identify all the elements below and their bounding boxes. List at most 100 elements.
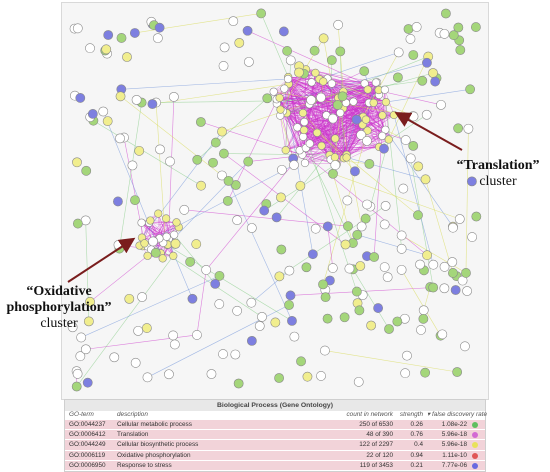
network-node[interactable] [154,22,165,33]
network-node[interactable] [379,262,390,272]
network-node[interactable] [256,8,267,19]
network-node[interactable] [336,108,345,117]
network-node[interactable] [317,141,326,150]
network-node[interactable] [124,293,135,304]
network-node[interactable] [408,140,419,151]
network-node[interactable] [420,367,431,378]
network-node[interactable] [352,229,363,240]
network-node[interactable] [421,109,432,120]
network-node[interactable] [109,352,120,363]
network-node[interactable] [130,357,141,368]
network-node[interactable] [371,78,381,87]
network-node[interactable] [359,66,370,77]
network-node[interactable] [466,176,477,187]
network-node[interactable] [208,157,218,168]
network-node[interactable] [130,195,140,205]
network-node[interactable] [122,52,132,62]
network-node[interactable] [369,98,378,107]
network-node[interactable] [289,160,299,170]
header-description[interactable]: description [117,411,148,418]
network-node[interactable] [87,109,98,119]
network-node[interactable] [82,377,93,388]
network-node[interactable] [116,33,127,43]
network-node[interactable] [232,305,243,316]
network-node[interactable] [168,330,179,341]
network-node[interactable] [302,371,313,382]
network-node[interactable] [300,158,310,168]
network-node[interactable] [299,125,309,135]
color-dot-icon[interactable] [472,452,478,459]
network-node[interactable] [143,251,152,260]
network-node[interactable] [300,117,309,127]
network-node[interactable] [170,230,179,239]
network-node[interactable] [98,106,109,117]
network-node[interactable] [362,135,372,146]
network-node[interactable] [146,216,155,225]
network-node[interactable] [396,243,407,254]
network-node[interactable] [360,213,371,224]
network-node[interactable] [403,24,414,34]
network-node[interactable] [218,349,228,359]
network-node[interactable] [322,313,333,324]
network-node[interactable] [337,91,348,102]
network-node[interactable] [319,77,328,86]
network-node[interactable] [436,99,446,110]
network-node[interactable] [76,332,87,343]
network-node[interactable] [233,378,244,389]
network-node[interactable] [230,349,241,360]
network-node[interactable] [330,153,339,162]
network-node[interactable] [309,45,320,56]
network-node[interactable] [331,134,340,143]
network-node[interactable] [471,211,482,222]
network-node[interactable] [452,367,463,377]
network-node[interactable] [373,303,384,313]
network-node[interactable] [366,320,377,331]
network-node[interactable] [439,28,450,39]
network-node[interactable] [185,256,196,267]
network-node[interactable] [418,313,429,324]
network-node[interactable] [415,259,425,270]
network-node[interactable] [219,42,230,53]
network-node[interactable] [285,55,296,66]
network-node[interactable] [392,316,403,327]
network-node[interactable] [340,239,351,250]
network-node[interactable] [330,160,341,170]
network-node[interactable] [210,278,221,289]
network-node[interactable] [422,250,432,261]
network-node[interactable] [316,92,326,103]
network-node[interactable] [311,68,320,78]
network-node[interactable] [115,91,126,102]
network-node[interactable] [355,261,366,271]
network-node[interactable] [316,371,326,381]
network-node[interactable] [465,84,476,95]
network-node[interactable] [381,97,391,107]
network-node[interactable] [461,268,471,278]
network-node[interactable] [192,154,203,165]
network-node[interactable] [269,87,278,96]
network-node[interactable] [351,286,362,297]
network-node[interactable] [170,238,181,249]
network-node[interactable] [281,146,290,155]
network-node[interactable] [192,330,202,340]
network-node[interactable] [326,55,337,66]
network-node[interactable] [155,144,165,155]
network-node[interactable] [228,16,239,27]
network-node[interactable] [246,297,257,308]
network-node[interactable] [148,236,158,247]
network-node[interactable] [356,130,367,140]
network-node[interactable] [217,170,227,181]
network-node[interactable] [254,321,265,331]
network-node[interactable] [448,30,459,41]
network-node[interactable] [362,199,372,210]
network-node[interactable] [276,164,287,175]
network-node[interactable] [462,286,472,296]
network-node[interactable] [85,296,95,307]
network-node[interactable] [467,232,478,242]
network-node[interactable] [400,135,411,145]
network-node[interactable] [333,19,344,30]
network-node[interactable] [218,61,229,71]
network-node[interactable] [201,265,212,275]
network-node[interactable] [80,344,91,355]
network-node[interactable] [405,34,416,44]
network-node[interactable] [206,369,217,379]
